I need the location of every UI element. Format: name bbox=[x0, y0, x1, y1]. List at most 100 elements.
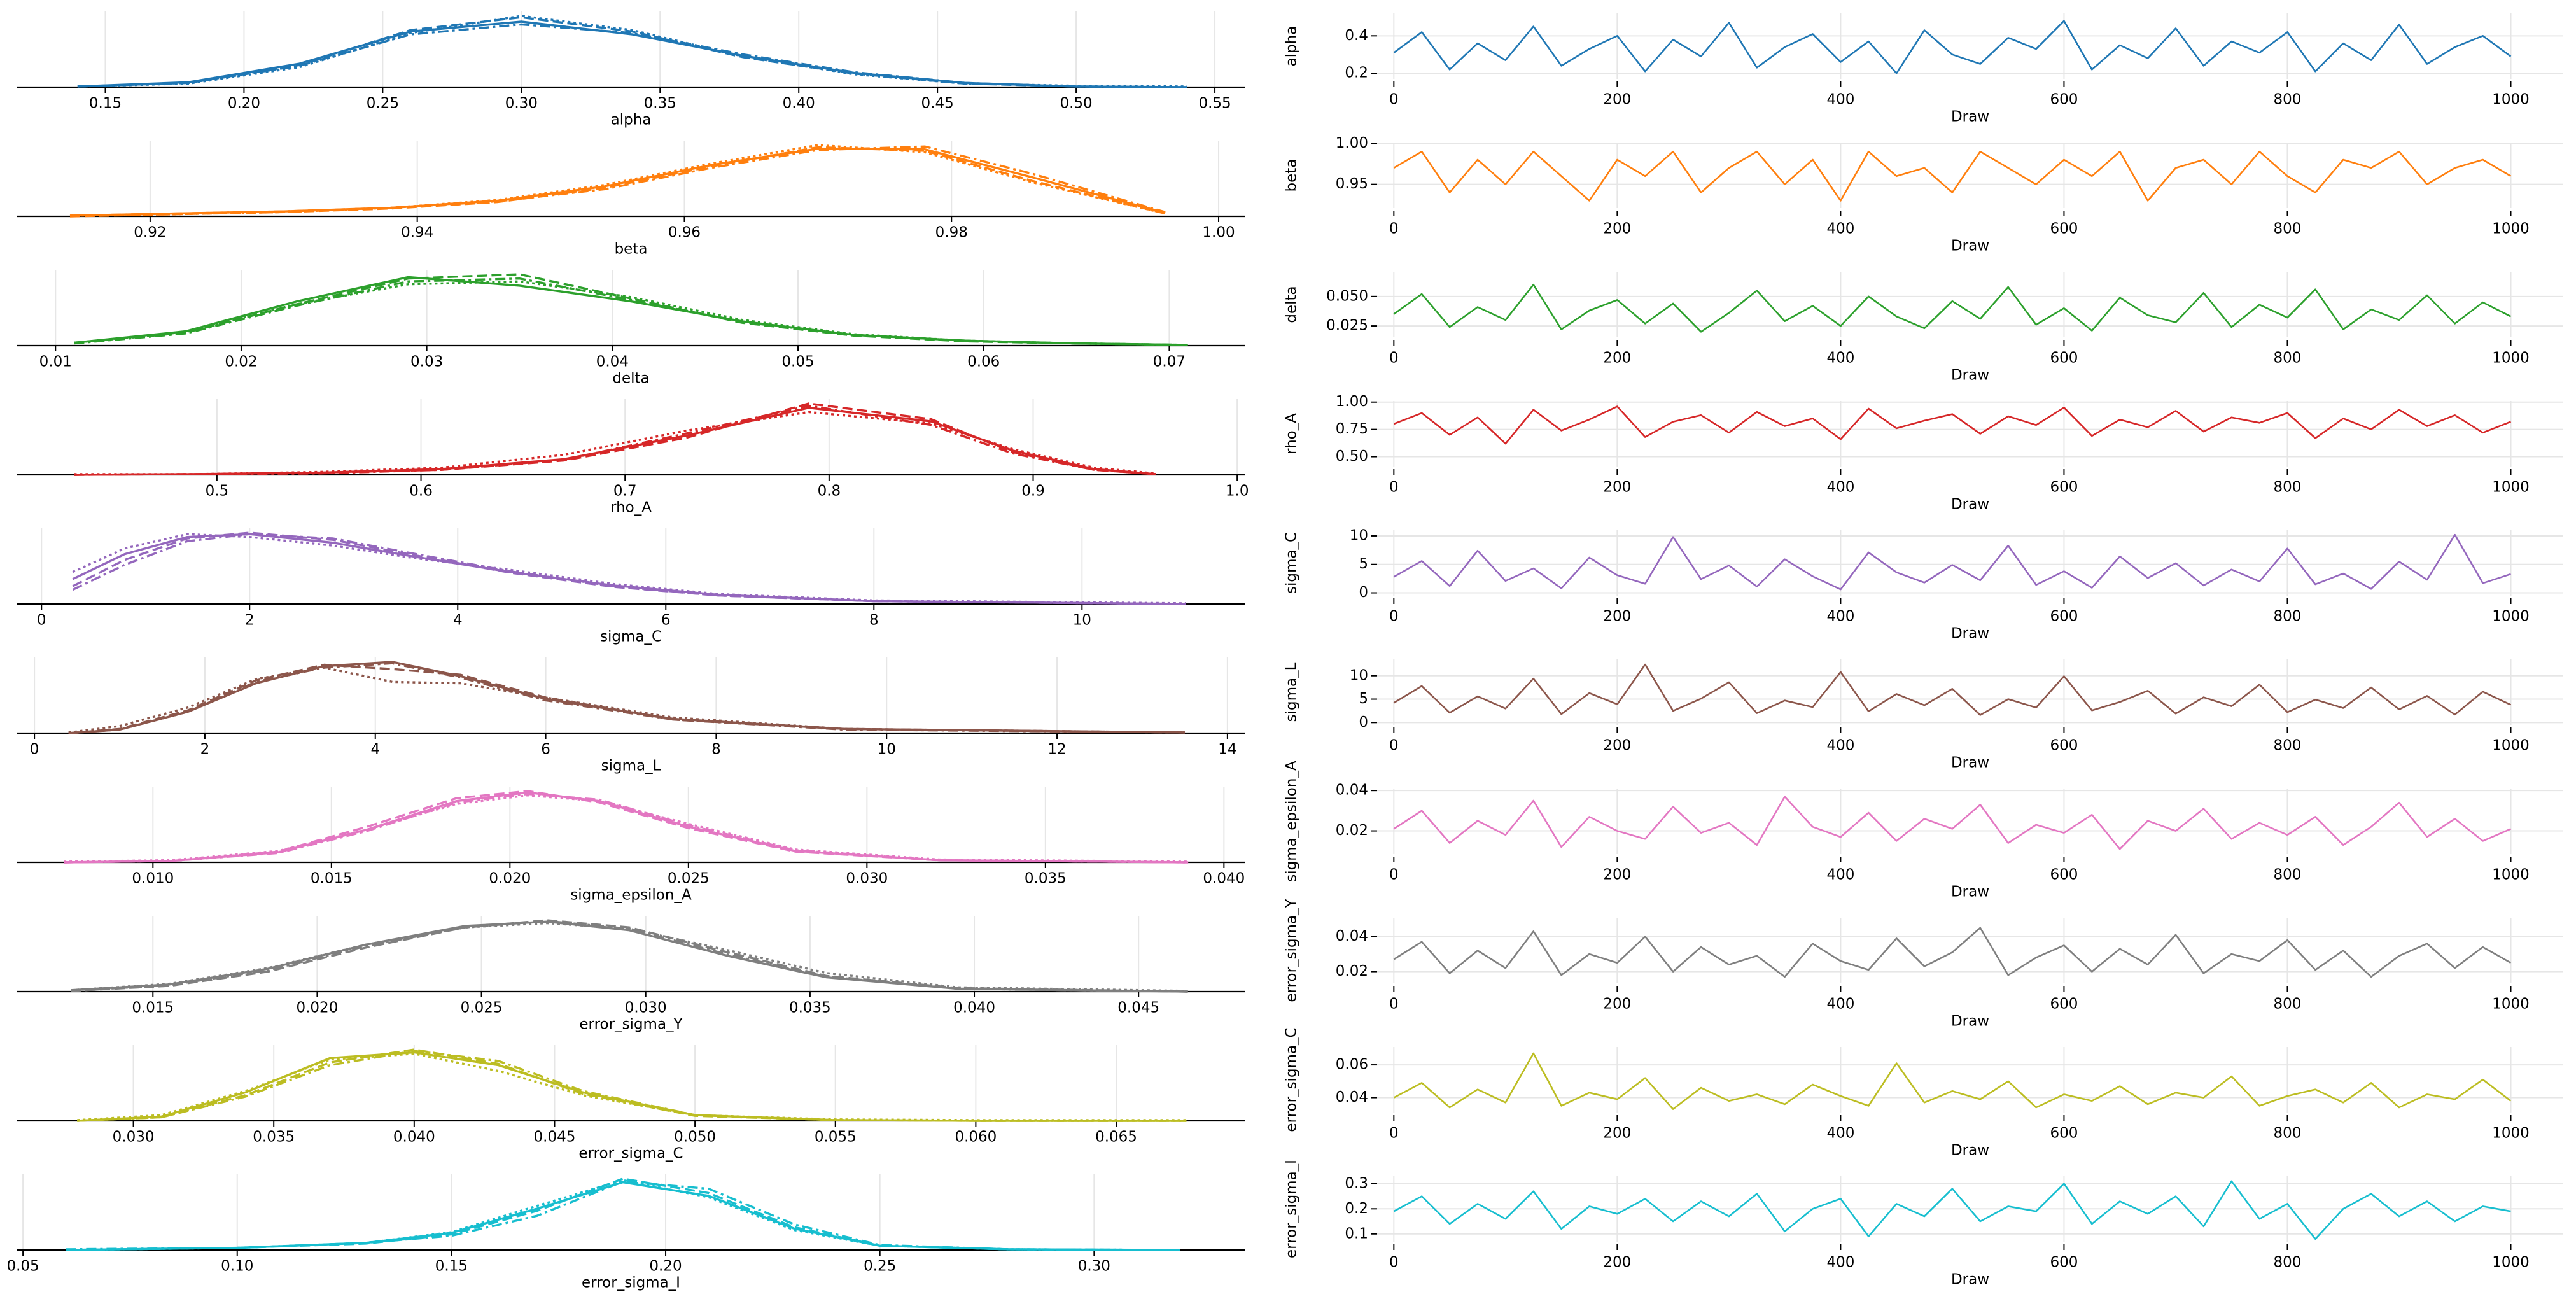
y-tick-label: 0.04 bbox=[1336, 1089, 1368, 1106]
x-tick-label: 800 bbox=[2274, 996, 2302, 1013]
trace-line bbox=[1393, 1180, 2511, 1240]
y-tick-label: 5 bbox=[1359, 691, 1368, 707]
y-tick-label: 0.95 bbox=[1336, 176, 1368, 192]
x-tick-label: 0 bbox=[1389, 92, 1399, 108]
x-tick-label: 1000 bbox=[2492, 221, 2530, 237]
x-tick-label: 0.065 bbox=[1095, 1129, 1137, 1146]
x-tick-label: 0.98 bbox=[935, 225, 968, 241]
x-tick-label: 400 bbox=[1826, 738, 1854, 754]
density-line bbox=[74, 280, 1188, 346]
x-tick-label: 1000 bbox=[2492, 608, 2530, 625]
x-tick-label: 0.035 bbox=[789, 1000, 831, 1016]
density-line bbox=[77, 1051, 1187, 1122]
x-axis-label: sigma_epsilon_A bbox=[570, 887, 692, 904]
y-tick-label: 0.50 bbox=[1336, 448, 1368, 465]
x-tick-label: 600 bbox=[2050, 738, 2078, 754]
density-line bbox=[72, 533, 1186, 605]
density-line bbox=[64, 794, 1189, 863]
x-tick-label: 0.06 bbox=[967, 354, 1000, 370]
x-tick-label: 400 bbox=[1826, 92, 1854, 108]
trace-line bbox=[1393, 927, 2512, 978]
x-tick-label: 600 bbox=[2050, 350, 2078, 367]
density-line bbox=[66, 1179, 1180, 1251]
x-tick-label: 0.035 bbox=[1025, 871, 1067, 887]
x-tick-label: 1000 bbox=[2492, 996, 2530, 1013]
x-tick-label: 1000 bbox=[2492, 1254, 2530, 1271]
x-axis-label: Draw bbox=[1951, 884, 1989, 901]
density-line bbox=[68, 662, 1185, 734]
x-tick-label: 800 bbox=[2274, 479, 2302, 496]
x-tick-label: 0.35 bbox=[644, 95, 676, 112]
x-tick-label: 10 bbox=[1073, 612, 1091, 629]
x-tick-label: 400 bbox=[1826, 1125, 1854, 1142]
x-tick-label: 600 bbox=[2050, 867, 2078, 883]
y-axis-label: error_sigma_Y bbox=[1284, 898, 1300, 1002]
y-tick-label: 0 bbox=[1359, 584, 1368, 601]
x-tick-label: 400 bbox=[1826, 221, 1854, 237]
density-line bbox=[77, 1050, 1187, 1122]
x-tick-label: 0.015 bbox=[311, 871, 353, 887]
x-tick-label: 800 bbox=[2274, 92, 2302, 108]
x-tick-label: 0.045 bbox=[1117, 1000, 1159, 1016]
x-tick-label: 2 bbox=[200, 741, 210, 758]
x-tick-label: 800 bbox=[2274, 867, 2302, 883]
x-tick-label: 200 bbox=[1603, 350, 1631, 367]
x-axis-label: Draw bbox=[1951, 755, 1989, 771]
x-tick-label: 0.10 bbox=[221, 1258, 253, 1275]
trace-line bbox=[1393, 663, 2512, 716]
x-tick-label: 0.94 bbox=[401, 225, 433, 241]
x-tick-label: 200 bbox=[1603, 221, 1631, 237]
x-tick-label: 200 bbox=[1603, 608, 1631, 625]
y-tick-label: 10 bbox=[1350, 667, 1368, 684]
x-tick-label: 0.15 bbox=[89, 95, 122, 112]
y-axis-label: alpha bbox=[1284, 26, 1300, 67]
x-tick-label: 0 bbox=[1389, 350, 1399, 367]
x-tick-label: 0.07 bbox=[1153, 354, 1186, 370]
x-tick-label: 0.25 bbox=[864, 1258, 896, 1275]
x-tick-label: 6 bbox=[541, 741, 550, 758]
x-tick-label: 0.055 bbox=[815, 1129, 857, 1146]
x-tick-label: 0.02 bbox=[225, 354, 257, 370]
y-tick-label: 0.050 bbox=[1326, 288, 1368, 304]
x-tick-label: 0.03 bbox=[410, 354, 443, 370]
x-tick-label: 10 bbox=[878, 741, 896, 758]
x-axis-label: alpha bbox=[611, 112, 652, 129]
x-tick-label: 1000 bbox=[2492, 867, 2530, 883]
x-tick-label: 1000 bbox=[2492, 479, 2530, 496]
x-tick-label: 0.05 bbox=[781, 354, 814, 370]
x-axis-label: Draw bbox=[1951, 1272, 1989, 1288]
density-line bbox=[68, 666, 1185, 734]
x-tick-label: 14 bbox=[1218, 741, 1236, 758]
x-axis-label: Draw bbox=[1951, 238, 1989, 255]
density-line bbox=[71, 922, 1188, 992]
x-axis-label: Draw bbox=[1951, 496, 1989, 513]
x-tick-label: 0.25 bbox=[367, 95, 399, 112]
x-tick-label: 0.05 bbox=[6, 1258, 39, 1275]
x-tick-label: 0.020 bbox=[296, 1000, 338, 1016]
x-tick-label: 0.30 bbox=[505, 95, 538, 112]
x-axis-label: Draw bbox=[1951, 109, 1989, 125]
x-tick-label: 0.40 bbox=[783, 95, 815, 112]
trace-line bbox=[1393, 796, 2512, 850]
density-line bbox=[69, 146, 1166, 218]
x-tick-label: 600 bbox=[2050, 1254, 2078, 1271]
density-line bbox=[69, 145, 1166, 217]
trace-line bbox=[1393, 533, 2511, 591]
density-line bbox=[77, 1048, 1187, 1122]
x-tick-label: 400 bbox=[1826, 867, 1854, 883]
x-axis-label: error_sigma_Y bbox=[579, 1016, 683, 1033]
x-tick-label: 12 bbox=[1047, 741, 1066, 758]
y-tick-label: 0.02 bbox=[1336, 963, 1368, 980]
x-tick-label: 600 bbox=[2050, 92, 2078, 108]
x-axis-label: sigma_L bbox=[601, 758, 661, 775]
y-tick-label: 0.2 bbox=[1345, 65, 1368, 81]
density-line bbox=[66, 1180, 1180, 1251]
x-tick-label: 800 bbox=[2274, 1125, 2302, 1142]
density-line bbox=[71, 920, 1188, 993]
x-tick-label: 2 bbox=[245, 612, 255, 629]
x-tick-label: 200 bbox=[1603, 996, 1631, 1013]
trace-line bbox=[1393, 20, 2512, 74]
x-tick-label: 0.040 bbox=[1203, 871, 1245, 887]
y-axis-label: rho_A bbox=[1284, 413, 1300, 454]
density-line bbox=[71, 920, 1188, 993]
